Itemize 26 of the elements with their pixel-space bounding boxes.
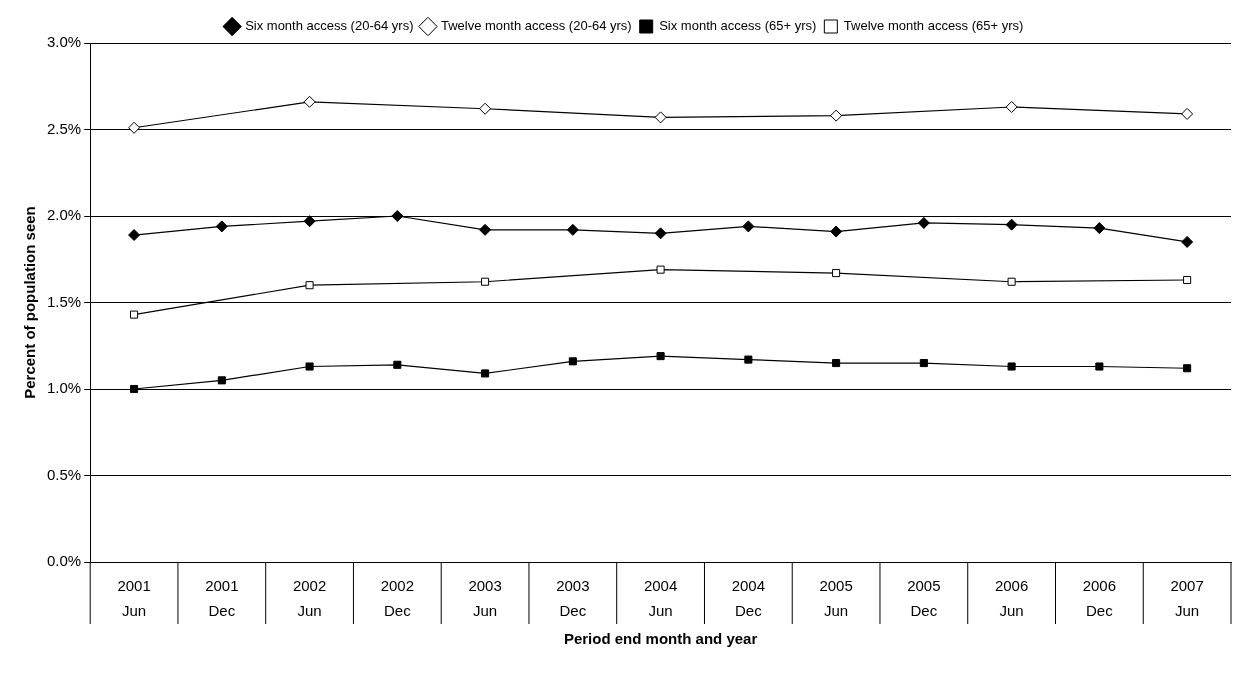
y-tick-label: 0.5% <box>46 465 82 483</box>
x-tick-label: 2002 Dec <box>380 576 415 620</box>
x-tick-label: 2001 Dec <box>205 576 239 620</box>
x-tick-label: 2005 Dec <box>907 576 941 620</box>
y-tick-label: 3.0% <box>46 33 82 51</box>
y-tick-label: 2.5% <box>46 119 82 137</box>
y-tick-label: 2.0% <box>46 206 82 224</box>
x-axis-title: Period end month and year <box>563 630 758 648</box>
x-tick-label: 2002 Jun <box>292 576 327 620</box>
legend-label: Six month access (20-64 yrs) <box>245 18 414 34</box>
x-tick-label: 2006 Jun <box>994 576 1029 620</box>
y-tick-label: 1.0% <box>46 379 82 397</box>
legend-label: Six month access (65+ yrs) <box>659 18 817 34</box>
y-axis-title: Percent of population seen <box>21 206 39 399</box>
x-tick-label: 2003 Dec <box>556 576 590 620</box>
x-tick-label: 2005 Jun <box>819 576 853 620</box>
y-tick-label: 0.0% <box>46 552 82 570</box>
x-tick-label: 2004 Dec <box>731 576 766 620</box>
x-tick-label: 2004 Jun <box>643 576 678 620</box>
x-tick-label: 2003 Jun <box>468 576 502 620</box>
y-tick-label: 1.5% <box>46 292 82 310</box>
legend-label: Twelve month access (65+ yrs) <box>843 18 1024 34</box>
x-tick-label: 2007 Jun <box>1170 576 1204 620</box>
legend-label: Twelve month access (20-64 yrs) <box>440 18 632 34</box>
x-tick-label: 2001 Jun <box>117 576 151 620</box>
x-tick-label: 2006 Dec <box>1082 576 1117 620</box>
